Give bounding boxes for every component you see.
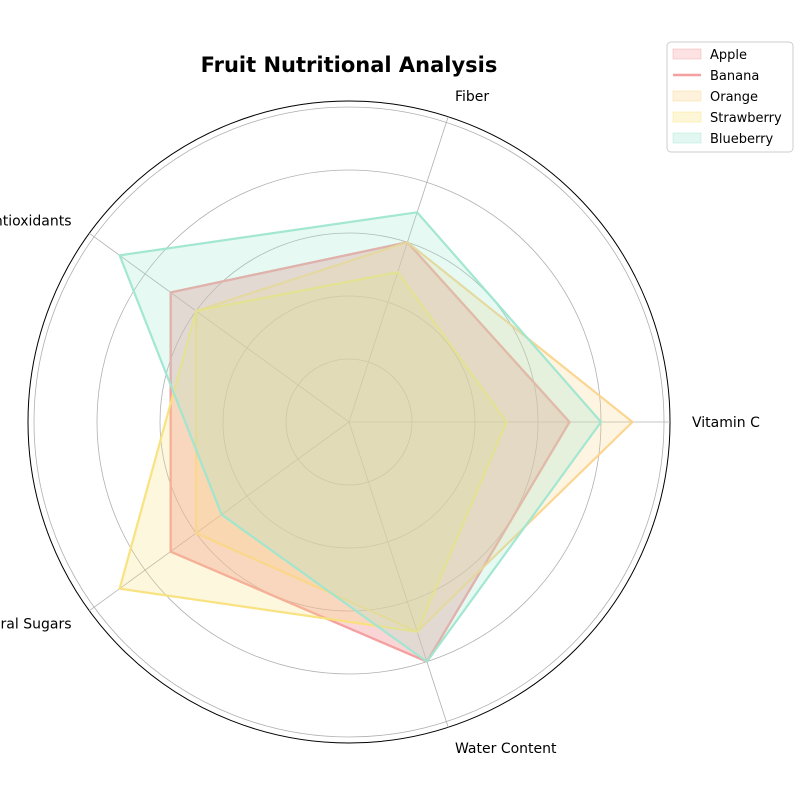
legend-swatch bbox=[672, 111, 702, 123]
axis-labels: Vitamin C Fiber Antioxidants Natural Sugars… bbox=[0, 89, 760, 757]
legend-swatch bbox=[672, 132, 702, 144]
legend-label: Orange bbox=[710, 90, 758, 105]
series-strawberry bbox=[118, 271, 508, 633]
radar-series bbox=[118, 211, 634, 663]
series-banana bbox=[169, 241, 571, 663]
chart-title: Fruit Nutritional Analysis bbox=[201, 53, 498, 77]
legend-box bbox=[666, 41, 794, 153]
axis-label: Water Content bbox=[455, 741, 557, 757]
legend-label: Blueberry bbox=[710, 132, 773, 147]
axis-label: Fiber bbox=[455, 89, 489, 105]
axis-label: Vitamin C bbox=[692, 415, 760, 431]
grid-spoke bbox=[89, 232, 350, 423]
grid-spoke bbox=[348, 421, 449, 728]
axis-label: Antioxidants bbox=[0, 213, 72, 229]
series-orange bbox=[194, 241, 634, 633]
legend-swatch bbox=[672, 48, 702, 60]
grid-spoke bbox=[348, 116, 449, 423]
axis-label: Natural Sugars bbox=[0, 617, 72, 633]
legend-label: Banana bbox=[710, 69, 759, 84]
legend-label: Apple bbox=[710, 48, 747, 63]
legend-swatch bbox=[672, 90, 702, 102]
grid-spoke bbox=[89, 421, 350, 612]
series-blueberry bbox=[118, 211, 603, 663]
legend: Apple Banana Orange Strawberry Blueberry bbox=[666, 41, 794, 153]
legend-label: Strawberry bbox=[710, 111, 782, 126]
